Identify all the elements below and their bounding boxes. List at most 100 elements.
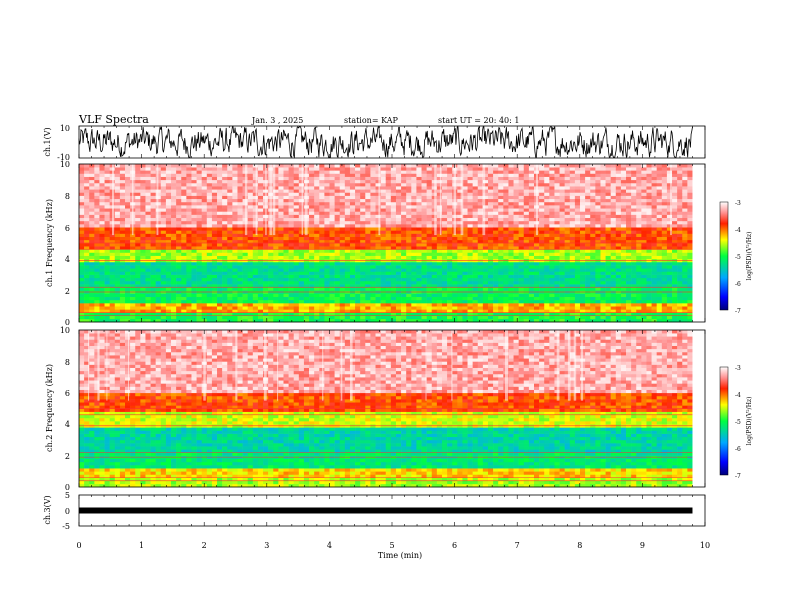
spectrogram-cell	[447, 287, 452, 290]
spectrogram-cell	[227, 252, 232, 255]
spectrogram-cell	[222, 271, 227, 274]
spectrogram-cell	[365, 303, 370, 306]
spectrogram-cell	[258, 271, 263, 274]
spectrogram-cell	[227, 268, 232, 271]
spectrogram-cell	[324, 211, 329, 214]
spectrogram-cell	[253, 249, 258, 252]
spectrogram-cell	[304, 262, 309, 265]
spectrogram-cell	[268, 300, 273, 303]
spectrogram-cell	[345, 271, 350, 274]
spectrogram-cell	[94, 306, 99, 309]
spectrogram-cell	[360, 186, 365, 189]
spectrogram-cell	[498, 205, 503, 208]
spectrogram-cell	[166, 177, 171, 180]
spectrogram-cell	[335, 218, 340, 221]
spectrogram-cell	[376, 297, 381, 300]
spectrogram-cell	[549, 265, 554, 268]
spectrogram-cell	[186, 208, 191, 211]
spectrogram-cell	[330, 278, 335, 281]
spectrogram-cell	[488, 294, 493, 297]
spectrogram-cell	[273, 243, 278, 246]
spectrogram-cell	[416, 227, 421, 230]
spectrogram-cell	[79, 303, 84, 306]
spectrogram-cell	[171, 205, 176, 208]
spectrogram-cell	[396, 215, 401, 218]
spectrogram-cell	[442, 205, 447, 208]
spectrogram-cell	[432, 306, 437, 309]
spectrogram-cell	[570, 211, 575, 214]
spectrogram-cell	[181, 265, 186, 268]
spectrogram-cell	[391, 252, 396, 255]
spectrogram-cell	[549, 205, 554, 208]
spectrogram-cell	[401, 170, 406, 173]
spectrogram-cell	[493, 303, 498, 306]
spectrogram-cell	[273, 281, 278, 284]
spectrogram-cell	[258, 278, 263, 281]
spectrogram-cell	[544, 167, 549, 170]
spectrogram-cell	[529, 268, 534, 271]
spectrogram-cell	[309, 300, 314, 303]
spectrogram-cell	[181, 300, 186, 303]
spectrogram-cell	[437, 256, 442, 259]
spectrogram-cell	[524, 183, 529, 186]
spectrogram-cell	[140, 268, 145, 271]
spectrogram-cell	[427, 180, 432, 183]
spectrogram-cell	[524, 294, 529, 297]
spectrogram-cell	[125, 297, 130, 300]
spectrogram-cell	[309, 205, 314, 208]
spectrogram-cell	[355, 252, 360, 255]
spectrogram-cell	[335, 278, 340, 281]
spectrogram-cell	[411, 256, 416, 259]
spectrogram-cell	[161, 196, 166, 199]
spectrogram-cell	[232, 294, 237, 297]
spectrogram-cell	[161, 287, 166, 290]
spectrogram-cell	[575, 221, 580, 224]
spectrogram-cell	[493, 281, 498, 284]
spectrogram-cell	[365, 278, 370, 281]
spectrogram-cell	[207, 189, 212, 192]
spectrogram-cell	[350, 294, 355, 297]
spectrogram-cell	[478, 167, 483, 170]
spectrogram-cell	[161, 316, 166, 319]
spectrogram-cell	[156, 262, 161, 265]
spectrogram-cell	[478, 316, 483, 319]
spectrogram-cell	[442, 192, 447, 195]
spectrogram-cell	[263, 237, 268, 240]
spectrogram-cell	[340, 271, 345, 274]
spectrogram-cell	[278, 275, 283, 278]
spectrogram-cell	[237, 224, 242, 227]
spectrogram-cell	[396, 202, 401, 205]
spectrogram-cell	[498, 189, 503, 192]
spectrogram-cell	[120, 249, 125, 252]
spectrogram-cell	[227, 208, 232, 211]
spectrogram-cell	[79, 208, 84, 211]
spectrogram-cell	[248, 177, 253, 180]
spectrogram-cell	[560, 211, 565, 214]
spectrogram-cell	[319, 281, 324, 284]
spectrogram-cell	[468, 243, 473, 246]
spectrogram-cell	[289, 297, 294, 300]
spectrogram-cell	[416, 221, 421, 224]
spectrogram-cell	[197, 205, 202, 208]
spectrogram-cell	[416, 281, 421, 284]
spectrogram-cell	[294, 192, 299, 195]
spectrogram-cell	[560, 218, 565, 221]
spectrogram-cell	[447, 252, 452, 255]
spectrogram-cell	[248, 275, 253, 278]
spectrogram-cell	[309, 230, 314, 233]
spectrogram-cell	[145, 237, 150, 240]
spectrogram-cell	[524, 278, 529, 281]
spectrogram-cell	[447, 196, 452, 199]
spectrogram-cell	[135, 189, 140, 192]
spectrogram-cell	[105, 252, 110, 255]
spectrogram-cell	[330, 303, 335, 306]
spectrogram-cell	[248, 186, 253, 189]
spectrogram-cell	[319, 177, 324, 180]
spectrogram-cell	[381, 297, 386, 300]
spectrogram-cell	[355, 199, 360, 202]
spectrogram-cell	[396, 189, 401, 192]
spectrogram-cell	[99, 234, 104, 237]
spectrogram-cell	[529, 243, 534, 246]
spectrogram-cell	[401, 186, 406, 189]
spectrogram-cell	[457, 237, 462, 240]
